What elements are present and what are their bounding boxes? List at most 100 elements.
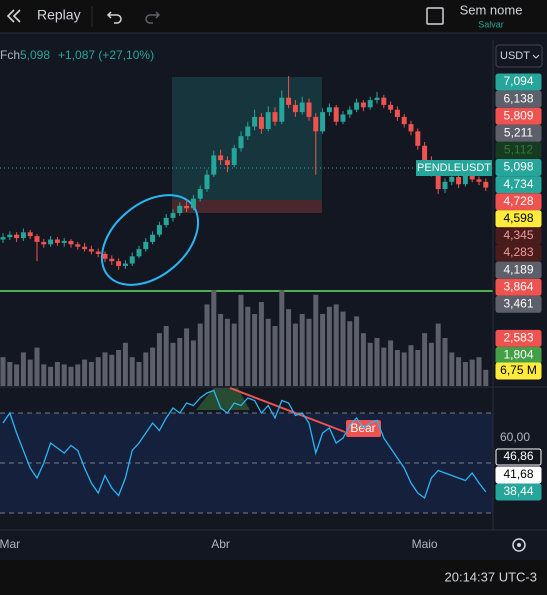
price-label-box [495,295,542,313]
layout-checkbox[interactable] [426,7,444,25]
candle-body [306,102,312,117]
candle-body [476,179,482,182]
price-label: 5,211 [504,125,533,139]
volume-bar [156,333,162,386]
volume-bar [483,369,489,386]
volume-bar [469,359,475,386]
time-label: Abr [211,537,230,551]
redo-button[interactable] [145,11,161,24]
price-label-box [495,141,542,159]
symbol-label: PENDLEUSDT [417,162,491,174]
candle-body [442,181,448,190]
volume-bar [177,338,183,386]
candle-body [462,174,468,185]
candle-body [292,104,298,113]
volume-label-box [495,362,542,380]
rsi-tick-label: 60,00 [500,430,530,444]
candle-body [231,148,237,165]
price-label: 3,461 [503,296,533,310]
volume-bar [238,294,244,386]
candle-body [415,131,421,146]
price-label-box [495,90,542,108]
candle-body [211,155,217,175]
volume-bar [442,338,448,386]
volume-bar [95,357,101,386]
volume-bar [306,318,312,386]
divergence-line [229,387,346,433]
volume-bar [279,290,285,386]
long-position-stop[interactable] [172,200,322,213]
candle-body [68,240,74,245]
candle-body [27,232,33,237]
price-label-box [495,176,542,194]
price-label: 4,728 [503,194,533,208]
volume-label: 6,75 M [500,363,537,377]
price-label-box [495,193,542,211]
layout-name[interactable]: Sem nome [460,2,523,17]
replay-button[interactable]: Replay [6,7,81,23]
long-position-target[interactable] [172,77,322,200]
candle-body [102,253,108,259]
volume-bar [122,342,128,386]
candle-body [143,241,149,250]
price-label-box [495,124,542,142]
price-label-box [495,159,542,176]
candle-body [374,97,380,101]
price-label: 5,098 [503,160,533,174]
candle-body [258,116,264,129]
candle-body [150,234,156,242]
volume-bar [360,333,366,386]
volume-bar [374,338,380,386]
rsi-value-label-box [495,483,542,501]
candle-body [422,145,428,161]
candle-body [388,104,394,110]
clock: 20:14:37 UTC-3 [445,569,538,584]
candle-body [163,217,169,226]
candle-body [272,112,278,122]
volume-bar [116,350,122,386]
volume-bar [456,357,462,386]
candle-body [54,239,60,243]
volume-bar [211,290,217,386]
undo-button[interactable] [106,11,122,24]
volume-bar [428,342,434,386]
volume-bar [313,294,319,386]
volume-bar [129,357,135,386]
legend-change: +1,087 (+27,10%) [58,48,154,62]
replay-label: Replay [37,7,81,23]
settings-button[interactable] [512,538,526,552]
candle-body [469,174,475,180]
candle-body [7,234,13,238]
volume-bar [435,323,441,386]
candle-body [197,189,203,199]
volume-bar [476,357,482,386]
volume-bar [41,364,47,386]
candle-body [95,251,101,254]
gear-icon [512,538,526,552]
symbol-box [416,160,492,176]
volume-bar [163,326,169,386]
volume-bar [231,323,237,386]
currency-select[interactable]: USDT [495,44,543,68]
save-label[interactable]: Salvar [478,19,504,29]
rsi-label-box [495,448,542,466]
candle-body [483,181,489,188]
candle-body [116,261,122,266]
price-label: 3,864 [503,279,533,293]
candle-body [204,174,210,190]
volume-bar [136,362,142,386]
candle-body [360,102,366,108]
volume-bar [292,323,298,386]
volume-bar [415,350,421,386]
volume-bar [0,357,6,386]
rsi-label: 46,86 [503,449,533,463]
gear-center [517,543,521,547]
candle-body [326,107,332,113]
price-label-box [495,278,542,296]
candle-body [299,102,305,113]
legend-label: Fch [0,48,20,62]
candle-body [252,116,258,127]
volume-bar [449,352,455,386]
price-label: 4,734 [503,177,533,191]
